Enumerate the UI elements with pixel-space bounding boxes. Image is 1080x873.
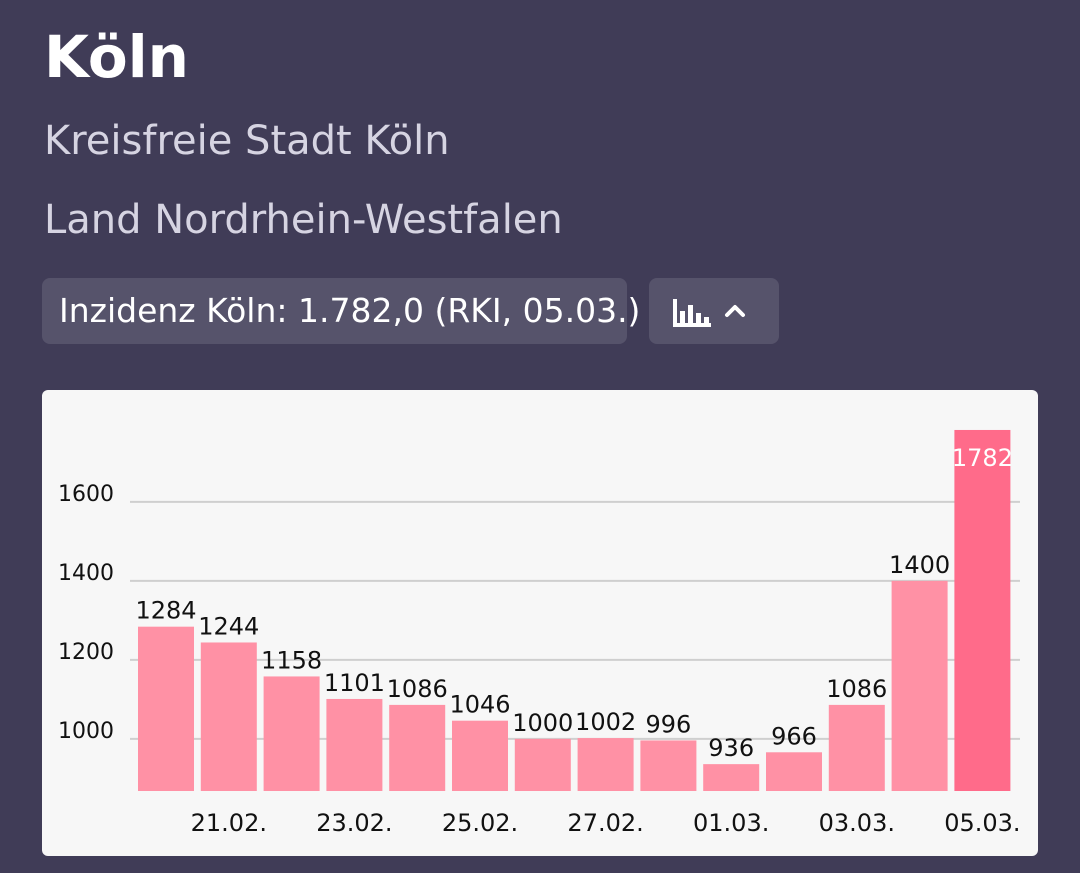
incidence-badge[interactable]: Inzidenz Köln: 1.782,0 (RKI, 05.03.) (42, 278, 640, 344)
bar-value-label: 1101 (324, 669, 385, 697)
x-tick-label: 25.02. (442, 809, 518, 837)
bar (891, 580, 948, 791)
bar (452, 720, 508, 791)
page-title: Köln (44, 23, 189, 91)
x-tick-label: 01.03. (693, 809, 769, 837)
y-tick-label: 1600 (58, 482, 114, 507)
bar (514, 738, 571, 791)
bar-value-label: 996 (645, 710, 691, 738)
bar-value-label: 1400 (889, 551, 950, 579)
bar-value-label: 1284 (135, 597, 196, 625)
bar (954, 429, 1011, 791)
bar-value-label: 1046 (449, 691, 510, 719)
bar-value-label: 1158 (261, 646, 322, 674)
bar (766, 752, 822, 791)
bar (703, 764, 760, 791)
bar-value-label: 936 (708, 734, 754, 762)
x-tick-label: 05.03. (944, 809, 1020, 837)
bar (389, 704, 446, 791)
bar (828, 704, 885, 791)
bar-value-label: 966 (771, 722, 817, 750)
bar-value-label: 1002 (575, 708, 636, 736)
bar-value-label: 1086 (387, 675, 448, 703)
bar (640, 740, 697, 791)
bar-value-label: 1244 (198, 612, 259, 640)
y-tick-label: 1000 (58, 719, 114, 744)
district-name: Kreisfreie Stadt Köln (44, 118, 450, 164)
x-tick-label: 27.02. (567, 809, 643, 837)
bar (263, 676, 320, 791)
bar-value-label: 1086 (826, 675, 887, 703)
x-tick-label: 03.03. (819, 809, 895, 837)
x-tick-label: 21.02. (191, 809, 267, 837)
bar-value-label: 1000 (512, 709, 573, 737)
chart-toggle-button[interactable] (649, 278, 779, 344)
state-name: Land Nordrhein-Westfalen (44, 197, 563, 243)
y-tick-label: 1400 (58, 561, 114, 586)
incidence-chart-card: 1000 1200 1400 1600 1284 1244 1158 1101 1086 1046… (42, 390, 1038, 856)
x-tick-label: 23.02. (316, 809, 392, 837)
chevron-up-icon (725, 305, 745, 317)
bar (200, 642, 257, 791)
bar-value-label: 1782 (952, 444, 1013, 472)
bar (326, 698, 383, 791)
bar-chart-icon (673, 299, 711, 327)
bar (577, 738, 634, 791)
y-tick-label: 1200 (58, 640, 114, 665)
bar (138, 626, 194, 791)
